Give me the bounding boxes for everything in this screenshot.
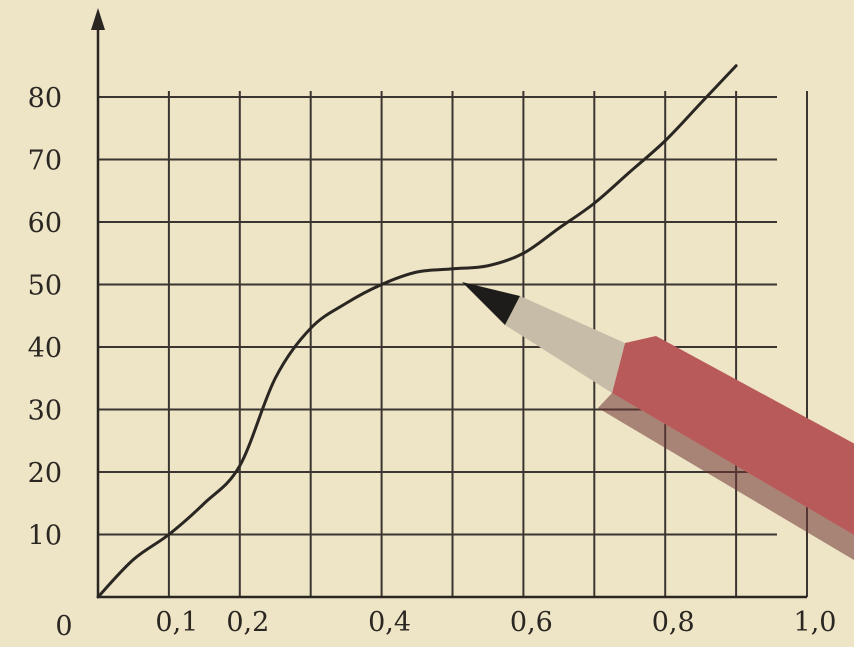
- series-group: [96, 64, 738, 599]
- x-tick-label: 1,0: [794, 607, 837, 638]
- y-tick-label: 80: [28, 83, 62, 114]
- pencil-lead: [462, 282, 520, 325]
- pencil-wood: [505, 296, 625, 393]
- x-tick-label: 0,4: [368, 607, 411, 638]
- y-tick-label: 50: [28, 271, 62, 302]
- y-tick-label: 30: [28, 396, 62, 427]
- pencil-body-shadow: [598, 393, 854, 560]
- tick-labels: 10 20 30 40 50 60 70 80 0,1 0,2 0,4 0,6 0,8 1,0 0: [28, 83, 837, 642]
- grid: [98, 91, 808, 597]
- y-tick-label: 40: [28, 333, 62, 364]
- y-tick-label: 20: [28, 458, 62, 489]
- x-tick-label: 0,1: [155, 607, 198, 638]
- axes: [91, 8, 807, 599]
- pencil-illustration: [462, 282, 854, 560]
- origin-label: 0: [55, 611, 72, 642]
- y-axis-arrow: [91, 8, 105, 30]
- x-tick-label: 0,6: [510, 607, 553, 638]
- series-line: [96, 64, 738, 599]
- y-tick-label: 10: [28, 521, 62, 552]
- x-tick-label: 0,8: [652, 607, 695, 638]
- y-tick-label: 60: [28, 208, 62, 239]
- x-tick-label: 0,2: [226, 607, 269, 638]
- y-tick-label: 70: [28, 146, 62, 177]
- pencil-body: [612, 336, 854, 535]
